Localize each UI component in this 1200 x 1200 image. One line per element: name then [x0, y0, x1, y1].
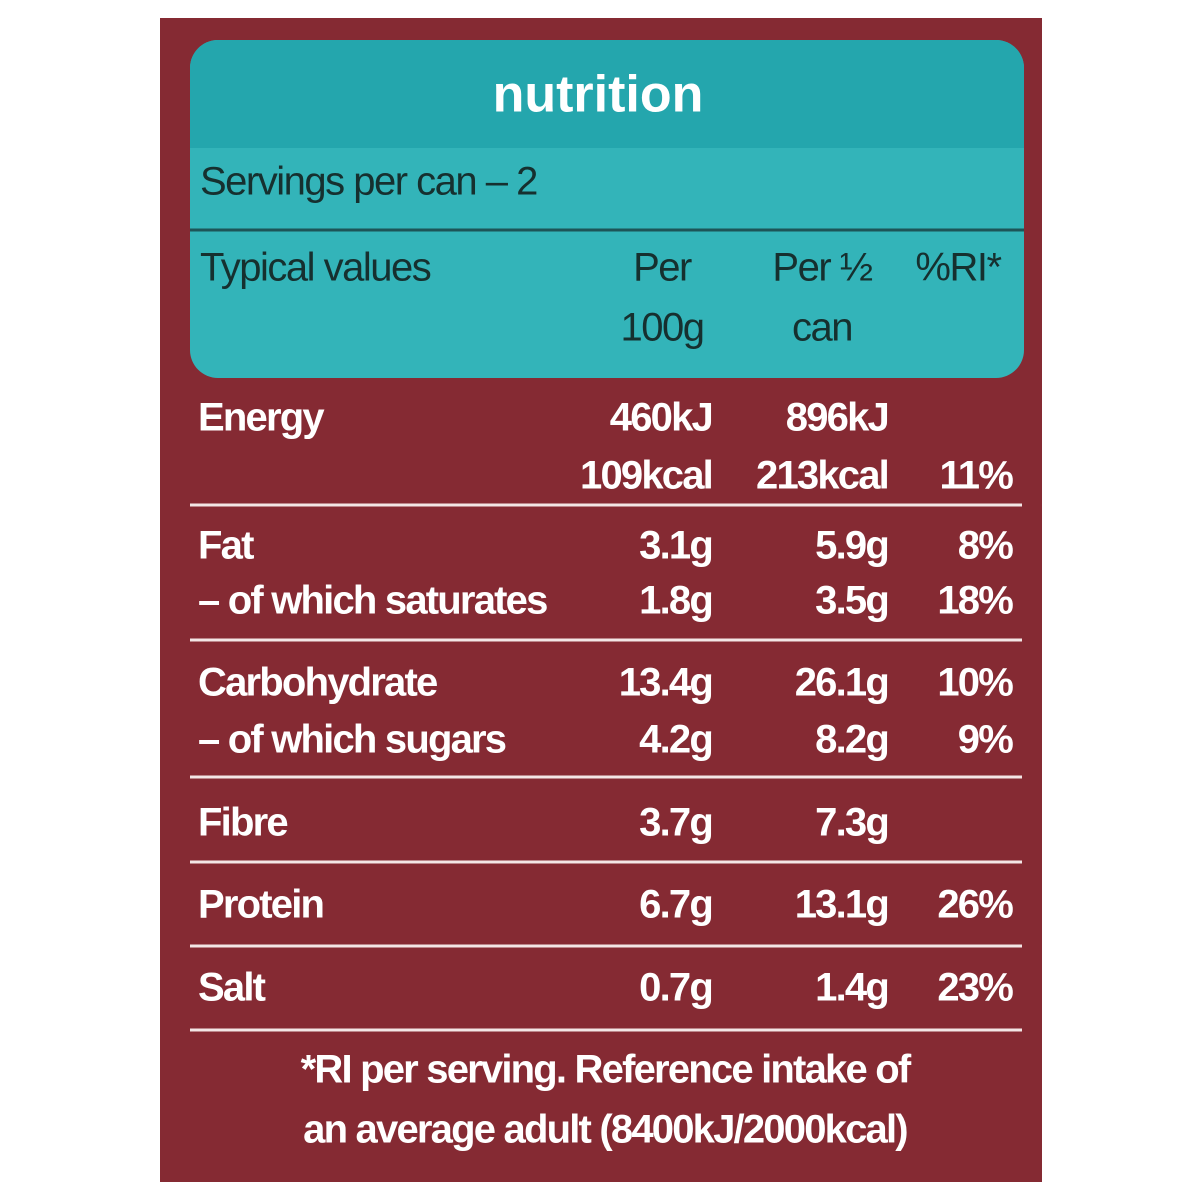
nutrient-value: 23% — [937, 966, 1013, 1010]
nutrient-value: 4.2g — [639, 718, 712, 762]
nutrient-value: 460kJ — [610, 396, 712, 440]
nutrient-value: 0.7g — [639, 966, 712, 1010]
nutrient-value: 10% — [937, 661, 1013, 705]
nutrient-value: 26% — [937, 883, 1013, 927]
column-header: Per — [633, 246, 692, 290]
footnote: an average adult (8400kJ/2000kcal) — [303, 1108, 907, 1152]
nutrient-value: 5.9g — [815, 524, 888, 568]
title: nutrition — [493, 66, 704, 124]
nutrient-value: 3.7g — [639, 801, 712, 845]
nutrient-value: 1.8g — [639, 579, 712, 623]
nutrient-value: 1.4g — [815, 966, 888, 1010]
nutrient-value: 26.1g — [795, 661, 888, 705]
nutrient-value: 7.3g — [815, 801, 888, 845]
nutrient-value: 8% — [958, 524, 1013, 568]
nutrient-value: 109kcal — [580, 454, 712, 498]
footnote: *RI per serving. Reference intake of — [301, 1048, 912, 1092]
title-band — [190, 40, 1024, 148]
divider-lines — [190, 503, 1022, 1032]
nutrient-name: – of which saturates — [198, 579, 547, 623]
nutrient-value: 9% — [958, 718, 1013, 762]
nutrient-value: 213kcal — [756, 454, 888, 498]
column-header: 100g — [621, 306, 704, 350]
nutrient-name: Fibre — [198, 801, 287, 845]
nutrient-value: 3.1g — [639, 524, 712, 568]
nutrient-value: 8.2g — [815, 718, 888, 762]
nutrient-name: Salt — [198, 966, 266, 1010]
nutrient-value: 13.4g — [619, 661, 712, 705]
nutrient-name: Carbohydrate — [198, 661, 437, 705]
nutrient-value: 896kJ — [786, 396, 888, 440]
nutrient-name: Fat — [198, 524, 254, 568]
nutrient-value: 11% — [940, 454, 1014, 498]
nutrient-name: Energy — [198, 396, 325, 440]
column-header: Typical values — [200, 246, 431, 290]
nutrient-value: 6.7g — [639, 883, 712, 927]
servings: Servings per can – 2 — [200, 160, 537, 204]
nutrient-name: – of which sugars — [198, 718, 506, 762]
nutrient-value: 13.1g — [795, 883, 888, 927]
column-header: %RI* — [915, 246, 1001, 290]
nutrient-value: 18% — [937, 579, 1013, 623]
nutrient-name: Protein — [198, 883, 323, 927]
column-header: Per ½ — [772, 246, 872, 290]
nutrient-value: 3.5g — [815, 579, 888, 623]
column-header: can — [792, 306, 852, 350]
